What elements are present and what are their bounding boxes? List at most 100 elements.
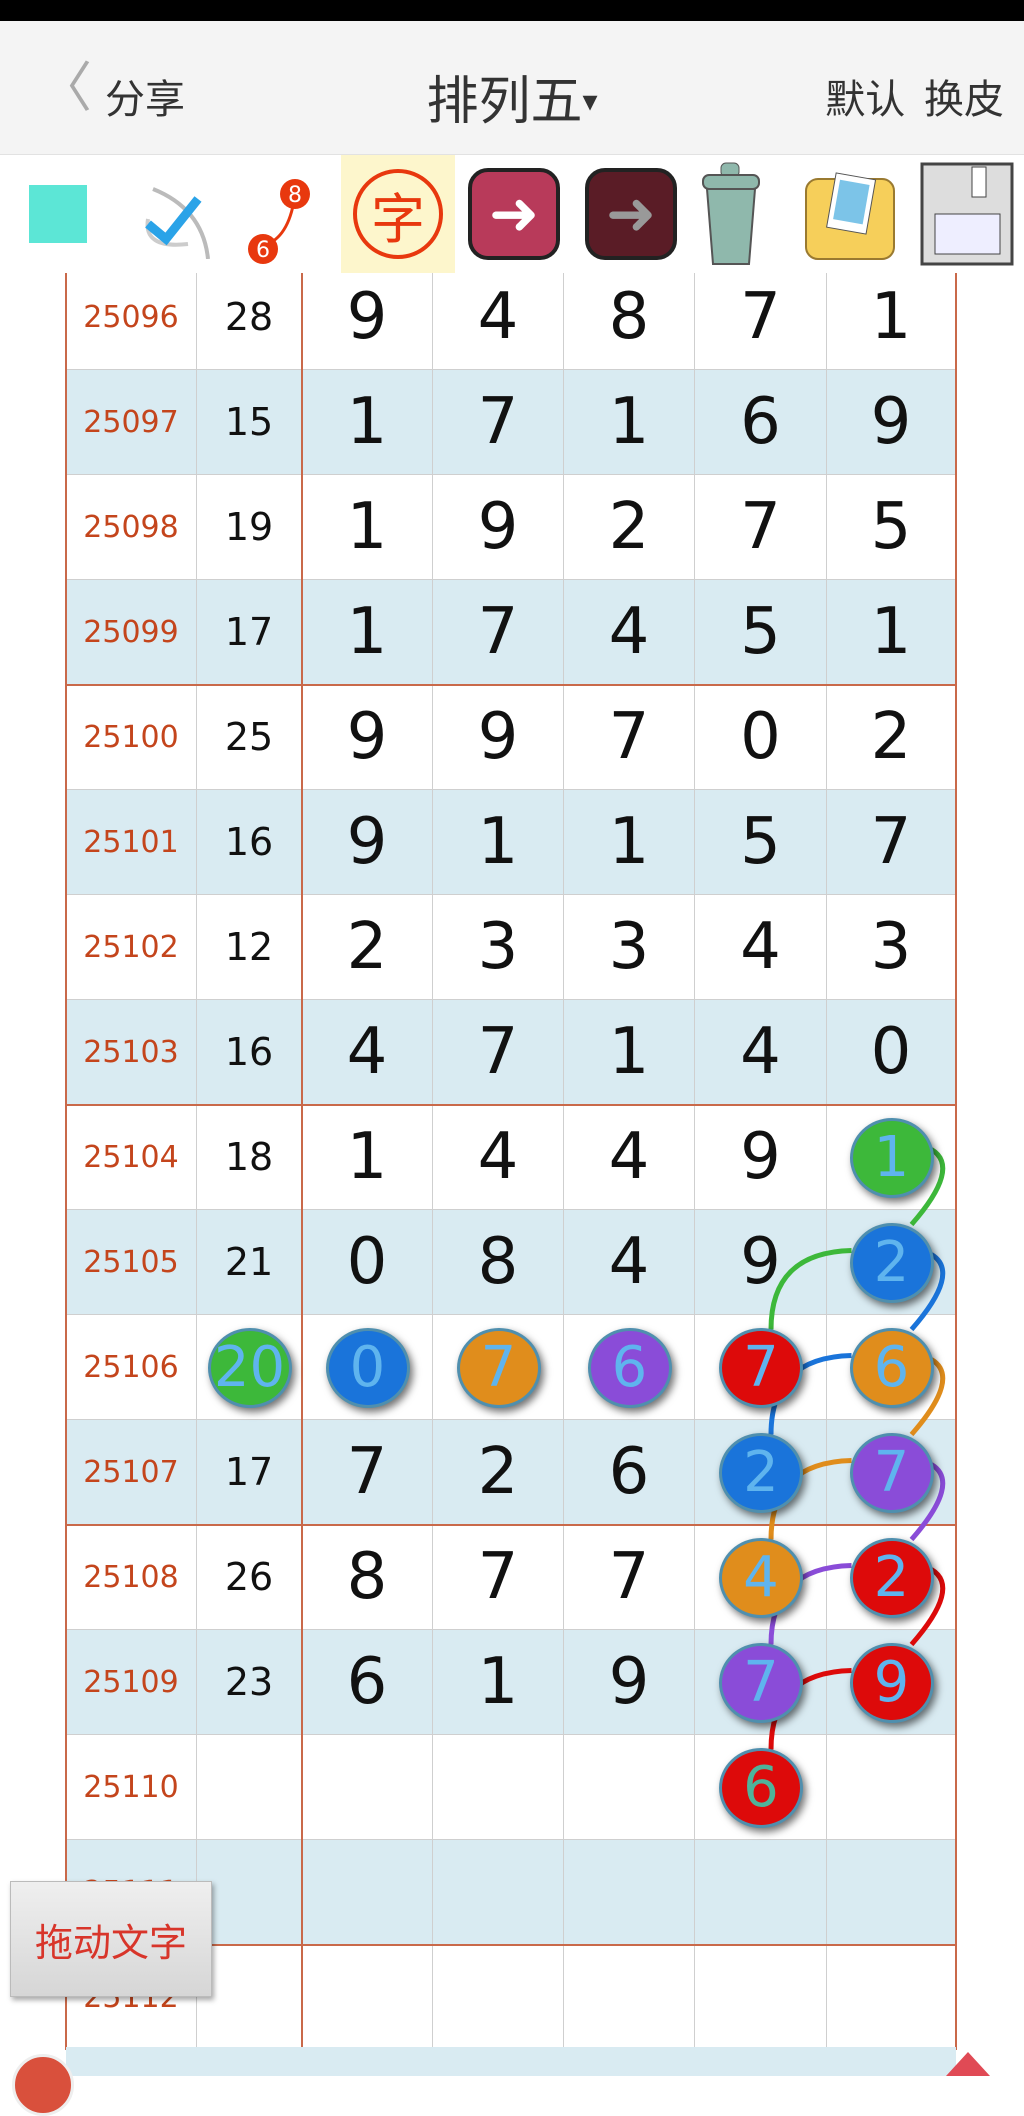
digit-cell [564, 1735, 695, 1840]
digit-cell: 9 [302, 273, 433, 370]
digit-cell [695, 1525, 827, 1630]
digit-cell: 7 [695, 273, 827, 370]
digit-cell: 1 [433, 1630, 564, 1735]
issue-cell: 25100 [66, 685, 197, 790]
trend-table: 25096 28 9 4 8 7 1 25097 15 1 7 1 6 9 25098 19 1 9 2 7 5 2509… [0, 273, 1024, 2076]
table-row: 25104 18 1 4 4 9 [66, 1105, 956, 1210]
highlight-ball: 7 [719, 1642, 803, 1723]
issue-cell: 25109 [66, 1630, 197, 1735]
issue-cell: 25110 [66, 1735, 197, 1840]
color-square-icon [28, 185, 87, 243]
highlight-ball: 1 [849, 1117, 934, 1198]
photo-folder-button[interactable] [793, 155, 908, 273]
digit-cell [564, 1315, 695, 1420]
digit-cell: 1 [302, 1105, 433, 1210]
group-divider [66, 1944, 956, 1946]
skin-button[interactable]: 换皮 [924, 77, 1004, 123]
sum-cell: 23 [197, 1630, 302, 1735]
trash-icon [701, 162, 760, 265]
digit-cell: 1 [564, 790, 695, 895]
dropdown-arrow-icon: ▾ [582, 84, 598, 119]
sum-cell: 15 [197, 370, 302, 475]
digit-cell [302, 1735, 433, 1840]
table-row: 25099 17 1 7 4 5 1 [66, 580, 956, 685]
trash-button[interactable] [685, 155, 790, 273]
red-circle-button[interactable] [12, 2054, 74, 2116]
trend-link [768, 1248, 852, 1330]
highlight-ball: 6 [587, 1327, 672, 1408]
digit-cell: 9 [302, 685, 433, 790]
highlight-ball: 9 [849, 1642, 934, 1723]
digit-cell: 9 [433, 685, 564, 790]
issue-cell: 25097 [66, 370, 197, 475]
highlight-ball: 6 [849, 1327, 934, 1408]
digit-cell: 6 [695, 370, 827, 475]
digit-cell: 4 [564, 580, 695, 685]
back-button[interactable]: ➜ [458, 155, 570, 273]
issue-cell: 25105 [66, 1210, 197, 1315]
digit-cell [695, 1630, 827, 1735]
digit-cell: 2 [433, 1420, 564, 1525]
digit-cell: 7 [433, 1525, 564, 1630]
text-char-icon: 字 [353, 169, 443, 259]
digit-cell: 4 [695, 1000, 827, 1105]
issue-cell: 25102 [66, 895, 197, 1000]
digit-cell [695, 1735, 827, 1840]
check-pen-button[interactable] [115, 155, 230, 273]
table-row: 25101 16 9 1 1 5 7 [66, 790, 956, 895]
group-divider [66, 1104, 956, 1106]
digit-cell: 9 [827, 370, 956, 475]
highlight-ball: 0 [325, 1327, 410, 1408]
digit-cell: 5 [827, 475, 956, 580]
grid-divider [955, 273, 957, 2050]
forward-button[interactable]: ➜ [575, 155, 687, 273]
highlight-ball: 2 [849, 1222, 934, 1303]
dot-label: 6 [256, 238, 270, 263]
highlight-ball: 20 [207, 1327, 292, 1408]
forward-arrow-icon: ➜ [585, 168, 677, 260]
issue-cell: 25108 [66, 1525, 197, 1630]
issue-cell: 25101 [66, 790, 197, 895]
group-divider [66, 1524, 956, 1526]
digit-cell: 2 [302, 895, 433, 1000]
text-char-button[interactable]: 字 [341, 155, 455, 273]
page-title: 排列五 [426, 72, 583, 132]
default-button[interactable]: 默认 [825, 77, 906, 123]
digit-cell [302, 1315, 433, 1420]
share-button[interactable]: 分享 [105, 77, 185, 123]
bottom-strip [66, 2047, 956, 2076]
highlight-ball: 2 [719, 1432, 803, 1513]
digit-cell: 9 [564, 1630, 695, 1735]
back-arrow-icon: ➜ [468, 168, 560, 260]
digit-cell: 9 [302, 790, 433, 895]
table-row: 25109 23 6 1 9 [66, 1630, 956, 1735]
color-square-button[interactable] [0, 155, 115, 273]
trend-link [909, 1147, 946, 1227]
game-selector[interactable]: 排列五▾ [0, 59, 1024, 134]
table-row: 25102 12 2 3 3 4 3 [66, 895, 956, 1000]
dot-label: 8 [288, 183, 302, 208]
digit-cell: 7 [433, 1000, 564, 1105]
digit-cell: 0 [302, 1210, 433, 1315]
issue-cell: 25106 [66, 1315, 197, 1420]
digit-cell: 9 [433, 475, 564, 580]
table-row: 25108 26 8 7 7 [66, 1525, 956, 1630]
digit-cell: 7 [564, 1525, 695, 1630]
digit-cell: 3 [564, 895, 695, 1000]
drag-text-button[interactable]: 拖动文字 [10, 1881, 212, 1997]
table-row: 25100 25 9 9 7 0 2 [66, 685, 956, 790]
issue-cell: 25098 [66, 475, 197, 580]
save-button[interactable] [910, 155, 1024, 273]
digit-cell: 7 [564, 685, 695, 790]
sum-cell: 25 [197, 685, 302, 790]
digit-cell: 4 [564, 1105, 695, 1210]
issue-cell: 25107 [66, 1420, 197, 1525]
table-row: 25110 [66, 1735, 956, 1840]
digit-cell [695, 1315, 827, 1420]
chevron-left-icon[interactable]: 〈 [38, 56, 92, 119]
issue-cell: 25103 [66, 1000, 197, 1105]
trend-link [909, 1357, 946, 1437]
scroll-up-icon[interactable] [946, 2052, 990, 2076]
